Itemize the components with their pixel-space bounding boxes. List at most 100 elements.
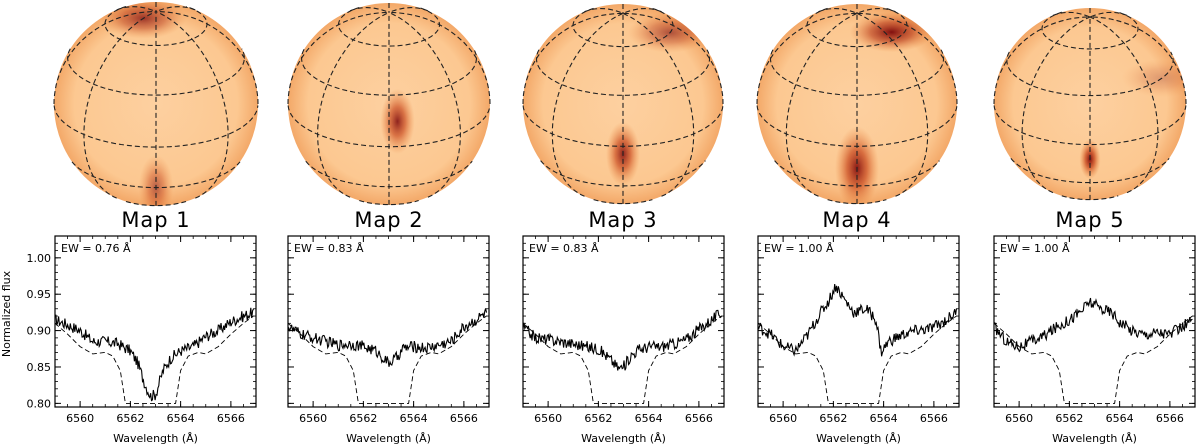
spectrum-panel-4: 6560 6562 6564 6566 EW = 1.00 Å Wavelength (Å… [757,235,960,445]
latitude-line [53,105,259,148]
y-tick-label: 0.80 [27,397,52,410]
latitude-line [769,49,945,96]
model-spectrum-line [994,315,1193,404]
spectra-row: 6560 6562 6564 6566 0.80 0.85 0.90 0.95 1.00 EW =… [27,235,1196,445]
latitude-line [1041,11,1139,50]
longitude-line [317,12,390,198]
equivalent-width-label: EW = 0.83 Å [294,242,364,255]
stellar-disk [994,8,1186,200]
x-tick-label: 6560 [534,412,562,425]
x-axis-label: Wavelength (Å) [816,432,901,445]
polar-spot [1121,58,1186,98]
longitude-line [116,6,157,13]
y-tick-label: 0.90 [27,325,52,338]
model-spectrum-line [758,315,957,404]
x-tick-label: 6562 [349,412,377,425]
graticule [53,2,259,207]
map-title: Map 5 [1055,208,1124,232]
star-map-3: Map 3 [522,4,724,232]
latitude-line [535,49,711,96]
longitude-line [1021,16,1091,194]
longitude-line [818,8,858,14]
star-map-4: Map 4 [756,4,958,232]
map-title: Map 4 [822,208,891,232]
y-tick-label: 0.85 [27,361,52,374]
longitude-line [388,11,491,105]
polar-spot [849,12,934,53]
longitude-line [155,11,259,105]
x-axis-label: Wavelength (Å) [113,432,198,445]
x-tick-label: 6564 [635,412,663,425]
x-tick-label: 6564 [400,412,428,425]
x-tick-label: 6566 [685,412,713,425]
equivalent-width-label: EW = 1.00 Å [764,242,834,255]
x-tick-label: 6562 [584,412,612,425]
longitude-line [856,8,896,14]
model-spectrum-line [523,315,722,404]
y-tick-label: 0.95 [27,288,52,301]
stellar-disk [54,2,258,206]
longitude-line [584,8,624,14]
longitude-line [622,12,695,197]
equivalent-width-label: EW = 1.00 Å [1000,242,1070,255]
x-tick-label: 6564 [870,412,898,425]
longitude-line [155,6,196,13]
longitude-line [756,12,858,105]
longitude-line [53,11,157,105]
observed-spectrum-line [523,309,722,371]
star-map-2: Map 2 [287,3,491,232]
longitude-line [856,12,958,105]
y-tick-label: 1.00 [27,252,52,265]
x-axis-label: Wavelength (Å) [346,432,431,445]
graticule [756,4,958,205]
x-axis-label: Wavelength (Å) [1052,432,1137,445]
longitude-line [522,12,624,105]
longitude-line [856,12,929,197]
spheres-row: Map 1 Map 2 Map 3 Map 4 Map 5 [53,2,1187,232]
latitude-line [827,199,887,205]
spectrum-panel-5: 6560 6562 6564 6566 EW = 1.00 Å Wavelength (Å… [993,235,1196,445]
observed-spectrum-line [55,307,254,402]
x-tick-label: 6564 [1106,412,1134,425]
model-spectrum-line [288,315,487,404]
equivalent-width-label: EW = 0.83 Å [529,242,599,255]
longitude-line [622,8,662,14]
y-axis-label: Normalized flux [0,270,13,357]
x-tick-label: 6560 [769,412,797,425]
latitude-line [572,7,674,48]
x-axis-label: Wavelength (Å) [581,432,666,445]
x-tick-label: 6562 [819,412,847,425]
plot-frame [522,235,725,408]
longitude-line [388,12,461,198]
plot-frame [993,235,1196,408]
latitude-line [337,6,441,47]
x-tick-label: 6566 [920,412,948,425]
longitude-line [785,12,858,197]
longitude-line [83,11,157,199]
longitude-line [551,12,624,197]
plot-frame [54,235,257,408]
x-tick-label: 6560 [1005,412,1033,425]
map-title: Map 3 [588,208,657,232]
x-tick-label: 6564 [167,412,195,425]
spectrum-panel-3: 6560 6562 6564 6566 EW = 0.83 Å Wavelength (Å… [522,235,725,445]
graticule [993,8,1187,201]
map-title: Map 1 [121,208,190,232]
longitude-line [622,12,724,105]
latitude-line [125,200,187,207]
spectrum-panel-2: 6560 6562 6564 6566 EW = 0.83 Å Wavelength (Å… [287,235,490,445]
graticule [287,3,491,206]
plot-frame [757,235,960,408]
latitude-line [359,199,419,206]
longitude-line [1052,11,1091,18]
x-tick-label: 6560 [299,412,327,425]
x-tick-label: 6562 [116,412,144,425]
longitude-line [388,7,429,14]
equatorial-spot [380,88,415,155]
x-tick-label: 6566 [450,412,478,425]
latitude-line [993,105,1187,146]
latitude-line [67,48,245,96]
observed-spectrum-line [758,284,958,357]
spectrum-panel-1: 6560 6562 6564 6566 0.80 0.85 0.90 0.95 1.00 EW =… [27,235,257,445]
